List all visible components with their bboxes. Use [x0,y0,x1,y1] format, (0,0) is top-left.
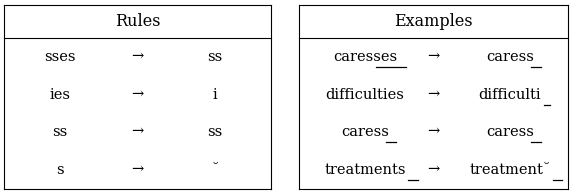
Text: s: s [56,163,64,177]
Text: →: → [427,163,439,177]
Text: ss: ss [208,125,223,139]
Text: caress: caress [341,125,389,139]
Text: ss: ss [208,50,223,64]
Text: →: → [131,50,143,64]
Text: →: → [131,88,143,102]
Text: →: → [131,163,143,177]
Text: →: → [427,50,439,64]
Text: →: → [427,88,439,102]
Text: →: → [131,125,143,139]
Text: difficulties: difficulties [325,88,404,102]
Text: Examples: Examples [394,13,473,30]
Text: treatments: treatments [324,163,406,177]
Text: ˘: ˘ [211,163,219,177]
Text: i: i [213,88,217,102]
Text: →: → [427,125,439,139]
Text: ss: ss [53,125,67,139]
Text: caresses: caresses [333,50,397,64]
Text: difficulti: difficulti [479,88,541,102]
Text: sses: sses [44,50,76,64]
Text: caress: caress [486,125,534,139]
Text: treatment˘: treatment˘ [470,163,551,177]
Text: Rules: Rules [115,13,160,30]
Text: caress: caress [486,50,534,64]
Text: ies: ies [50,88,70,102]
